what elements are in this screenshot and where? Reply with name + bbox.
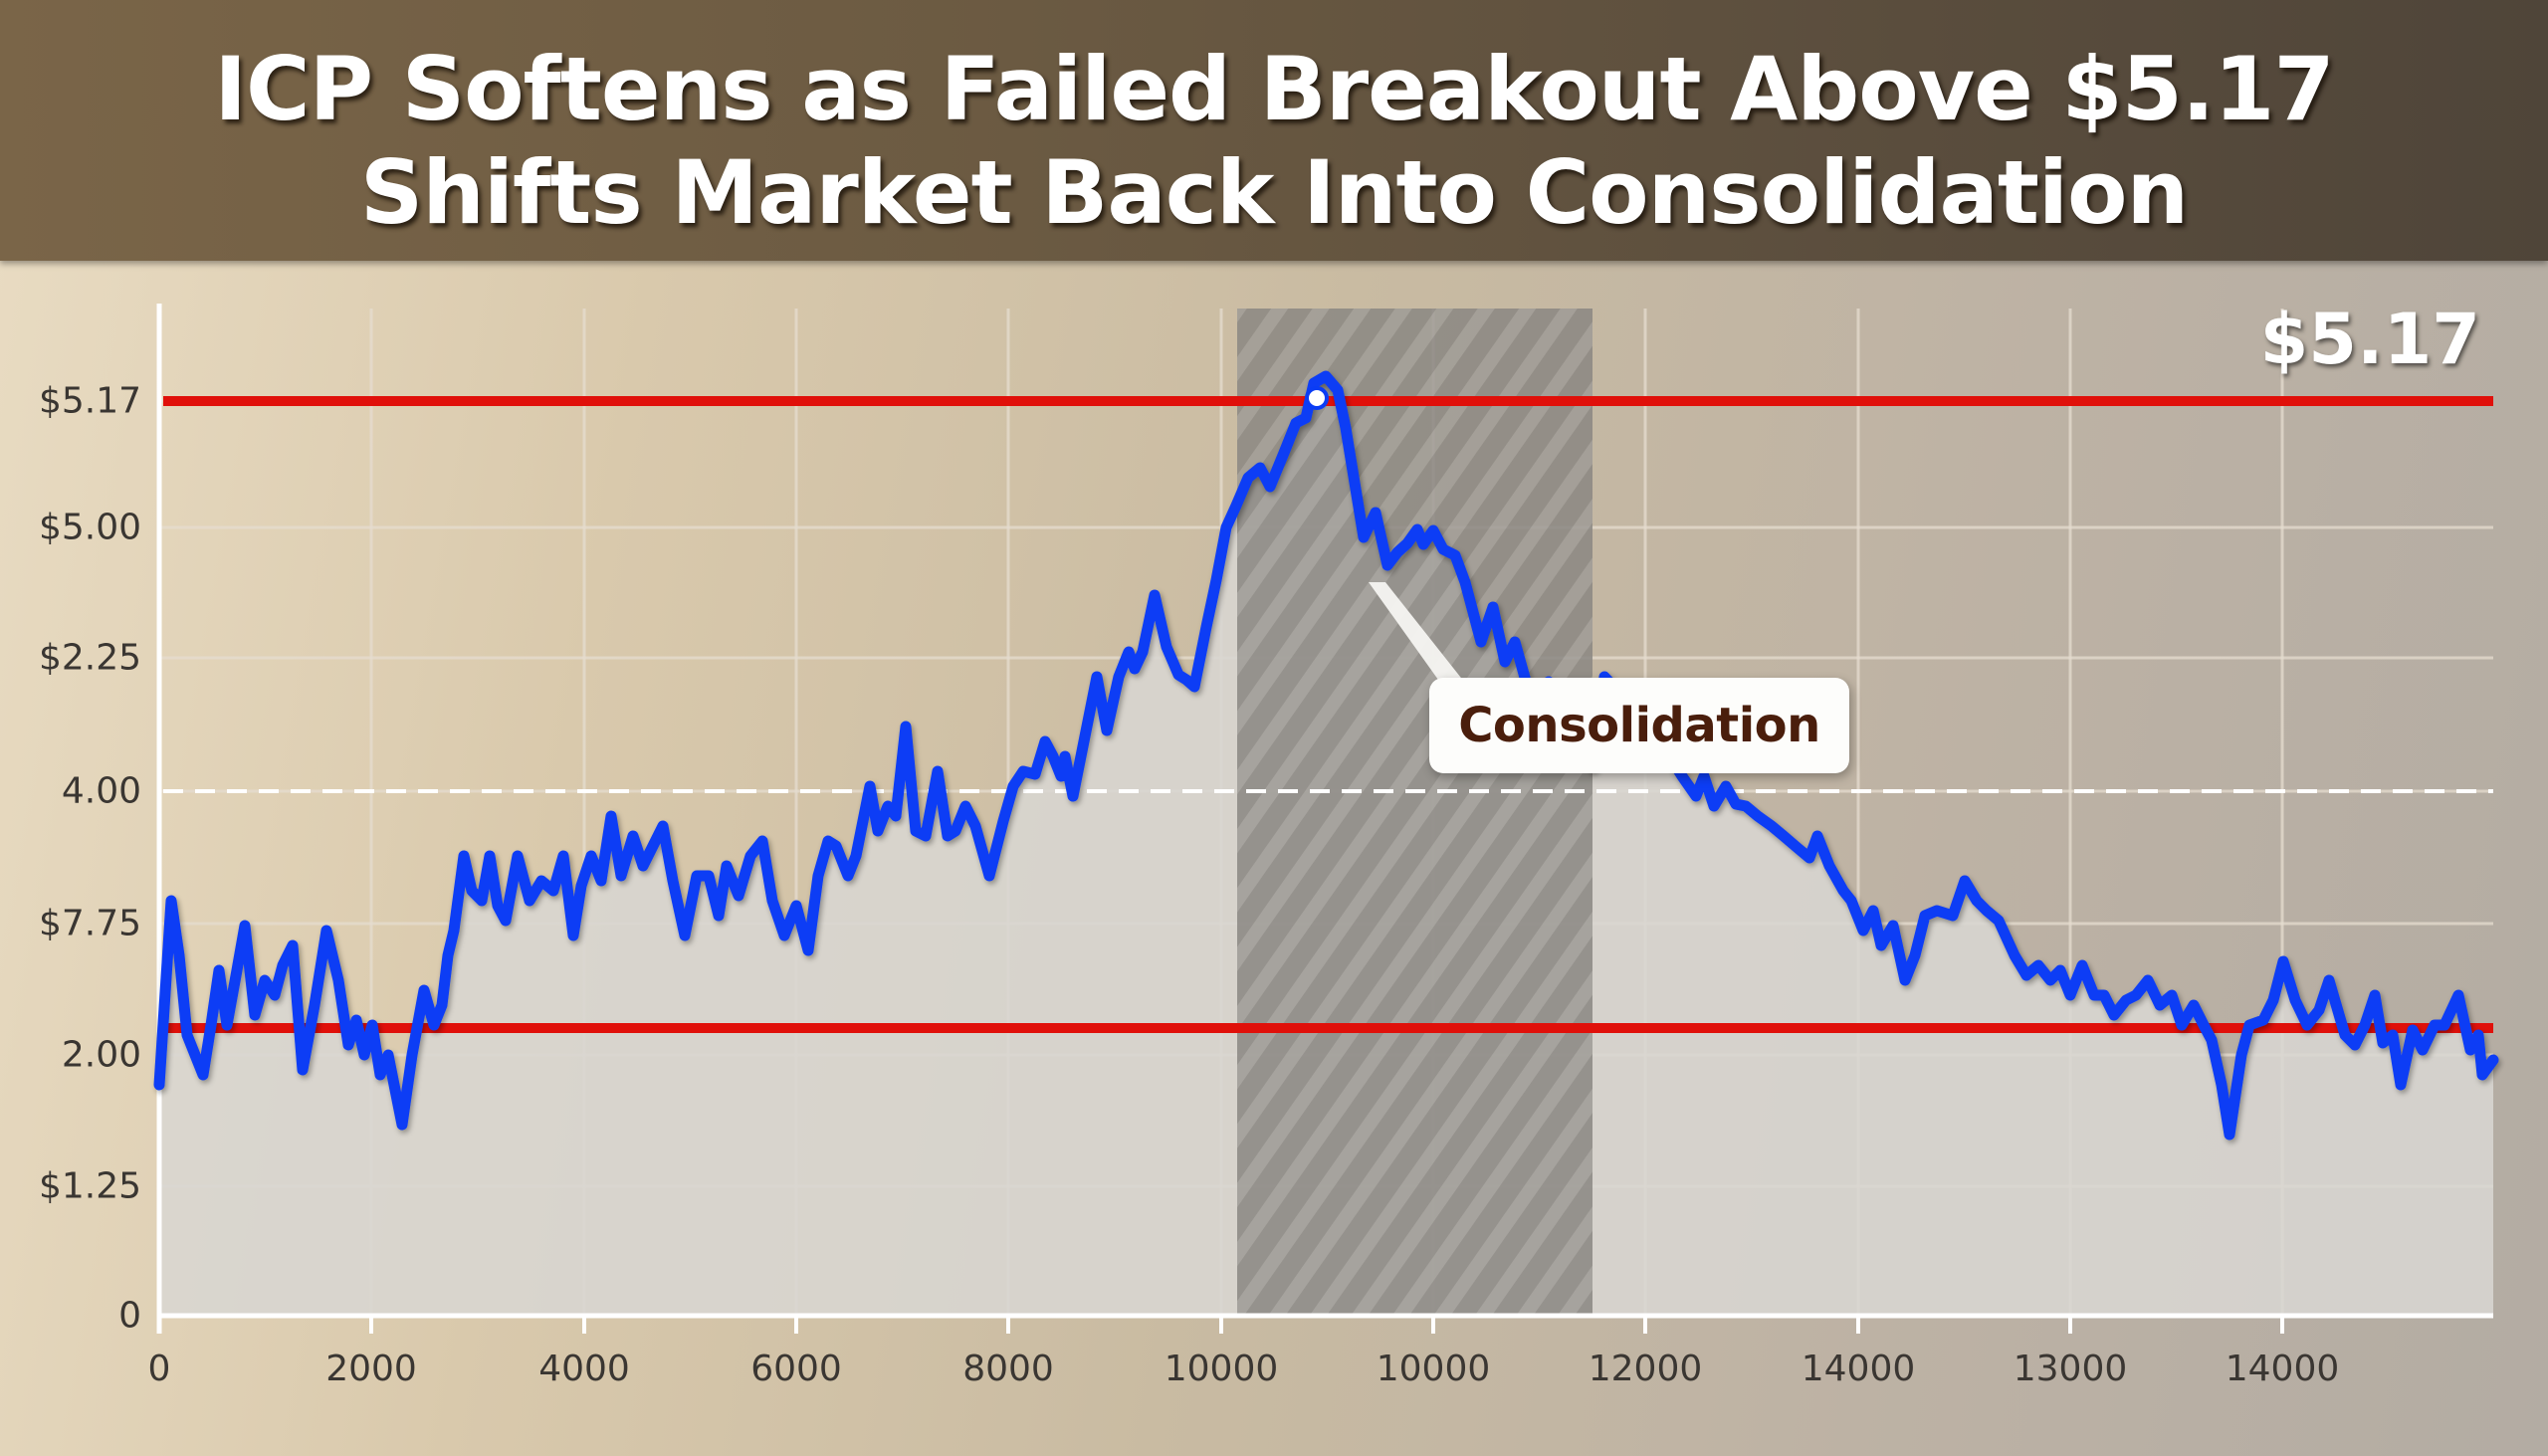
consolidation-callout: Consolidation bbox=[1429, 678, 1849, 773]
callout-label: Consolidation bbox=[1458, 698, 1820, 753]
x-tick-label: 13000 bbox=[2013, 1349, 2128, 1389]
axes bbox=[156, 304, 2493, 1334]
x-tick-label: 0 bbox=[147, 1349, 171, 1389]
chart-title-line-2: Shifts Market Back Into Consolidation bbox=[359, 141, 2189, 244]
x-tick-label: 8000 bbox=[962, 1349, 1054, 1389]
x-tick-label: 10000 bbox=[1376, 1349, 1491, 1389]
x-tick-label: 14000 bbox=[1801, 1349, 1916, 1389]
y-tick-label: 0 bbox=[118, 1295, 141, 1337]
chart-title: ICP Softens as Failed Breakout Above $5.… bbox=[0, 38, 2548, 245]
y-tick-label: 2.00 bbox=[61, 1034, 141, 1076]
chart-title-line-1: ICP Softens as Failed Breakout Above $5.… bbox=[214, 38, 2334, 140]
callout-pointer bbox=[1369, 582, 1468, 687]
price-line bbox=[153, 370, 2499, 1141]
x-tick-label: 14000 bbox=[2225, 1349, 2340, 1389]
y-tick-label: $7.75 bbox=[38, 903, 141, 944]
x-tick-label: 6000 bbox=[750, 1349, 842, 1389]
x-tick-label: 10000 bbox=[1164, 1349, 1279, 1389]
x-tick-label: 12000 bbox=[1588, 1349, 1703, 1389]
title-banner: ICP Softens as Failed Breakout Above $5.… bbox=[0, 0, 2548, 261]
x-tick-label: 4000 bbox=[538, 1349, 630, 1389]
y-tick-label: $2.25 bbox=[38, 637, 141, 679]
y-tick-label: $1.25 bbox=[38, 1165, 141, 1207]
x-tick-label: 2000 bbox=[325, 1349, 417, 1389]
resistance-level-label: $5.17 bbox=[2259, 299, 2480, 380]
y-tick-label: 4.00 bbox=[61, 770, 141, 812]
peak-marker[interactable] bbox=[1305, 386, 1329, 410]
consolidation-shaded-region bbox=[1237, 309, 1592, 1316]
y-tick-label: $5.00 bbox=[38, 507, 141, 548]
y-tick-label: $5.17 bbox=[38, 380, 141, 422]
